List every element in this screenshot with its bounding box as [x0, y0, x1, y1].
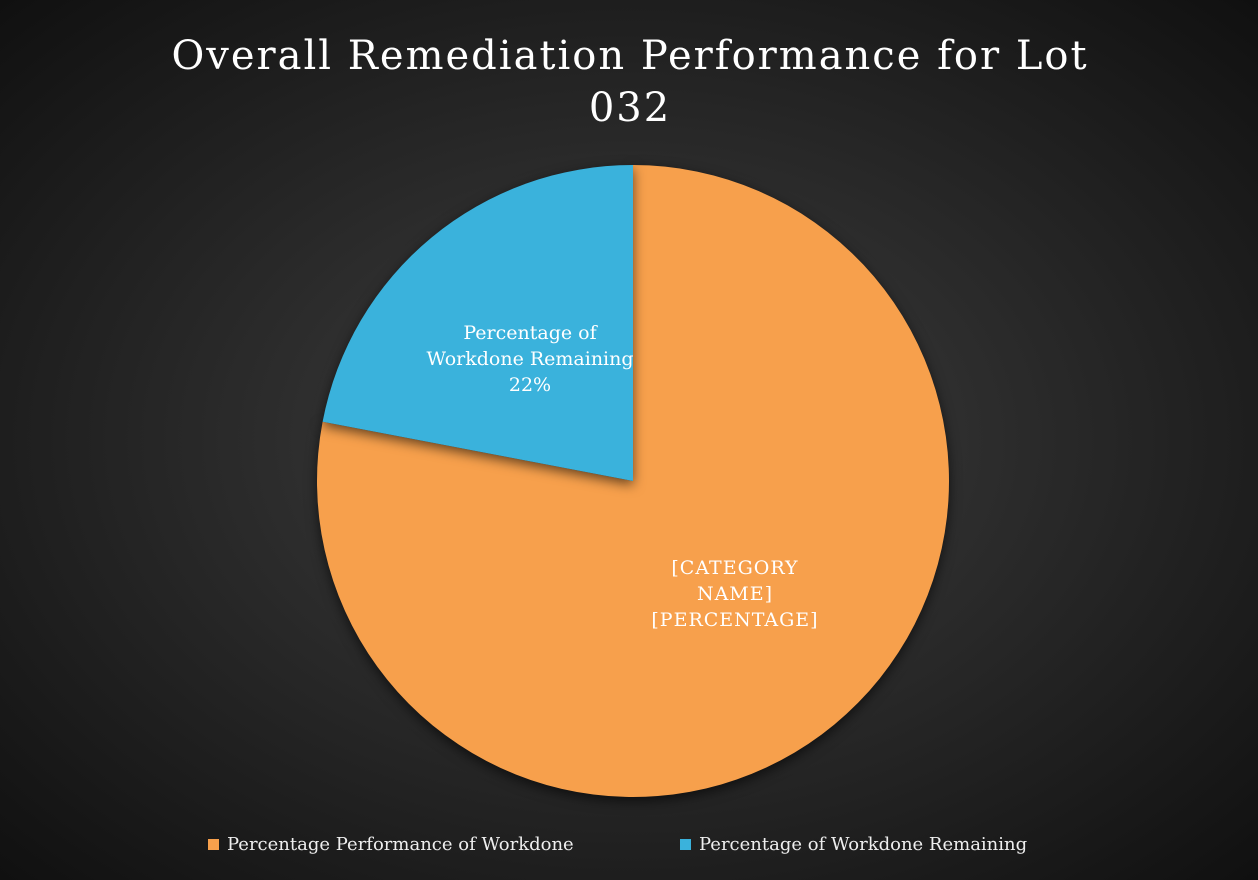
chart-title: Overall Remediation Performance for Lot … — [171, 33, 1089, 131]
legend-swatch — [680, 839, 691, 850]
legend-label: Percentage of Workdone Remaining — [699, 834, 1028, 855]
data-label: [CATEGORY NAME] [PERCENTAGE] — [651, 557, 819, 631]
pie-slice — [322, 165, 633, 481]
data-label: Percentage of Workdone Remaining 22% — [420, 320, 640, 398]
legend-item: Percentage Performance of Workdone — [208, 834, 574, 855]
value-label: 22% — [508, 374, 552, 396]
legend-item: Percentage of Workdone Remaining — [680, 834, 1027, 855]
legend-label: Percentage Performance of Workdone — [227, 834, 574, 855]
legend-swatch — [208, 839, 219, 850]
category-label: Percentage of Workdone Remaining — [426, 322, 634, 370]
